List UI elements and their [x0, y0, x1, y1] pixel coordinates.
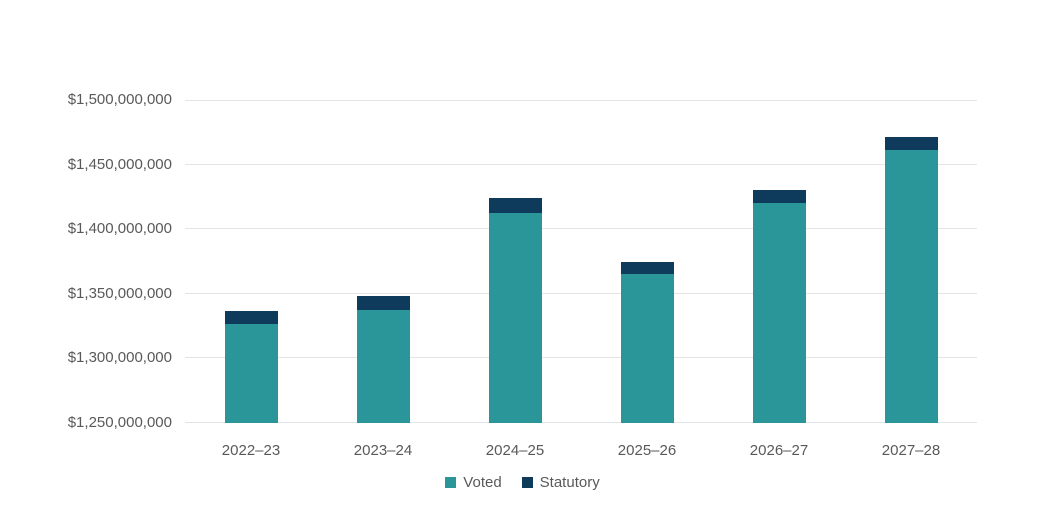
gridline — [185, 422, 977, 423]
legend-item-statutory: Statutory — [521, 474, 600, 491]
bar-statutory-3 — [620, 261, 674, 275]
x-tick-label: 2023–24 — [353, 442, 413, 459]
gridline — [185, 100, 977, 101]
legend: Voted Statutory — [0, 474, 1045, 491]
y-tick-label: $1,400,000,000 — [67, 220, 172, 238]
bar-voted-3 — [620, 274, 674, 423]
gridline — [185, 357, 977, 359]
y-tick-label: $1,350,000,000 — [67, 284, 172, 302]
gridline — [185, 228, 977, 230]
y-tick-label: $1,300,000,000 — [67, 349, 172, 367]
x-tick-label: 2027–28 — [881, 442, 941, 459]
voted-swatch-icon — [445, 477, 457, 488]
x-tick-label: 2024–25 — [485, 442, 545, 459]
legend-label-statutory: Statutory — [539, 474, 600, 491]
x-tick-label: 2025–26 — [617, 442, 677, 459]
bar-statutory-2 — [488, 198, 542, 214]
bar-statutory-4 — [752, 189, 806, 204]
plot-area — [185, 100, 977, 423]
bar-statutory-0 — [224, 311, 278, 324]
bar-voted-1 — [356, 309, 410, 423]
x-tick-label: 2026–27 — [749, 442, 809, 459]
legend-label-voted: Voted — [463, 474, 502, 491]
legend-item-voted: Voted — [445, 474, 502, 491]
bar-voted-2 — [488, 213, 542, 423]
bar-voted-5 — [884, 150, 938, 423]
bar-statutory-1 — [356, 296, 410, 310]
y-tick-label: $1,500,000,000 — [67, 91, 172, 108]
y-tick-label: $1,450,000,000 — [67, 155, 172, 173]
y-tick-label: $1,250,000,000 — [67, 414, 172, 431]
statutory-swatch-icon — [521, 477, 533, 488]
x-tick-label: 2022–23 — [221, 442, 281, 459]
gridline — [185, 292, 977, 294]
bar-voted-4 — [752, 203, 806, 423]
bar-statutory-5 — [884, 137, 938, 151]
gridline — [185, 163, 977, 165]
bar-voted-0 — [224, 323, 278, 423]
